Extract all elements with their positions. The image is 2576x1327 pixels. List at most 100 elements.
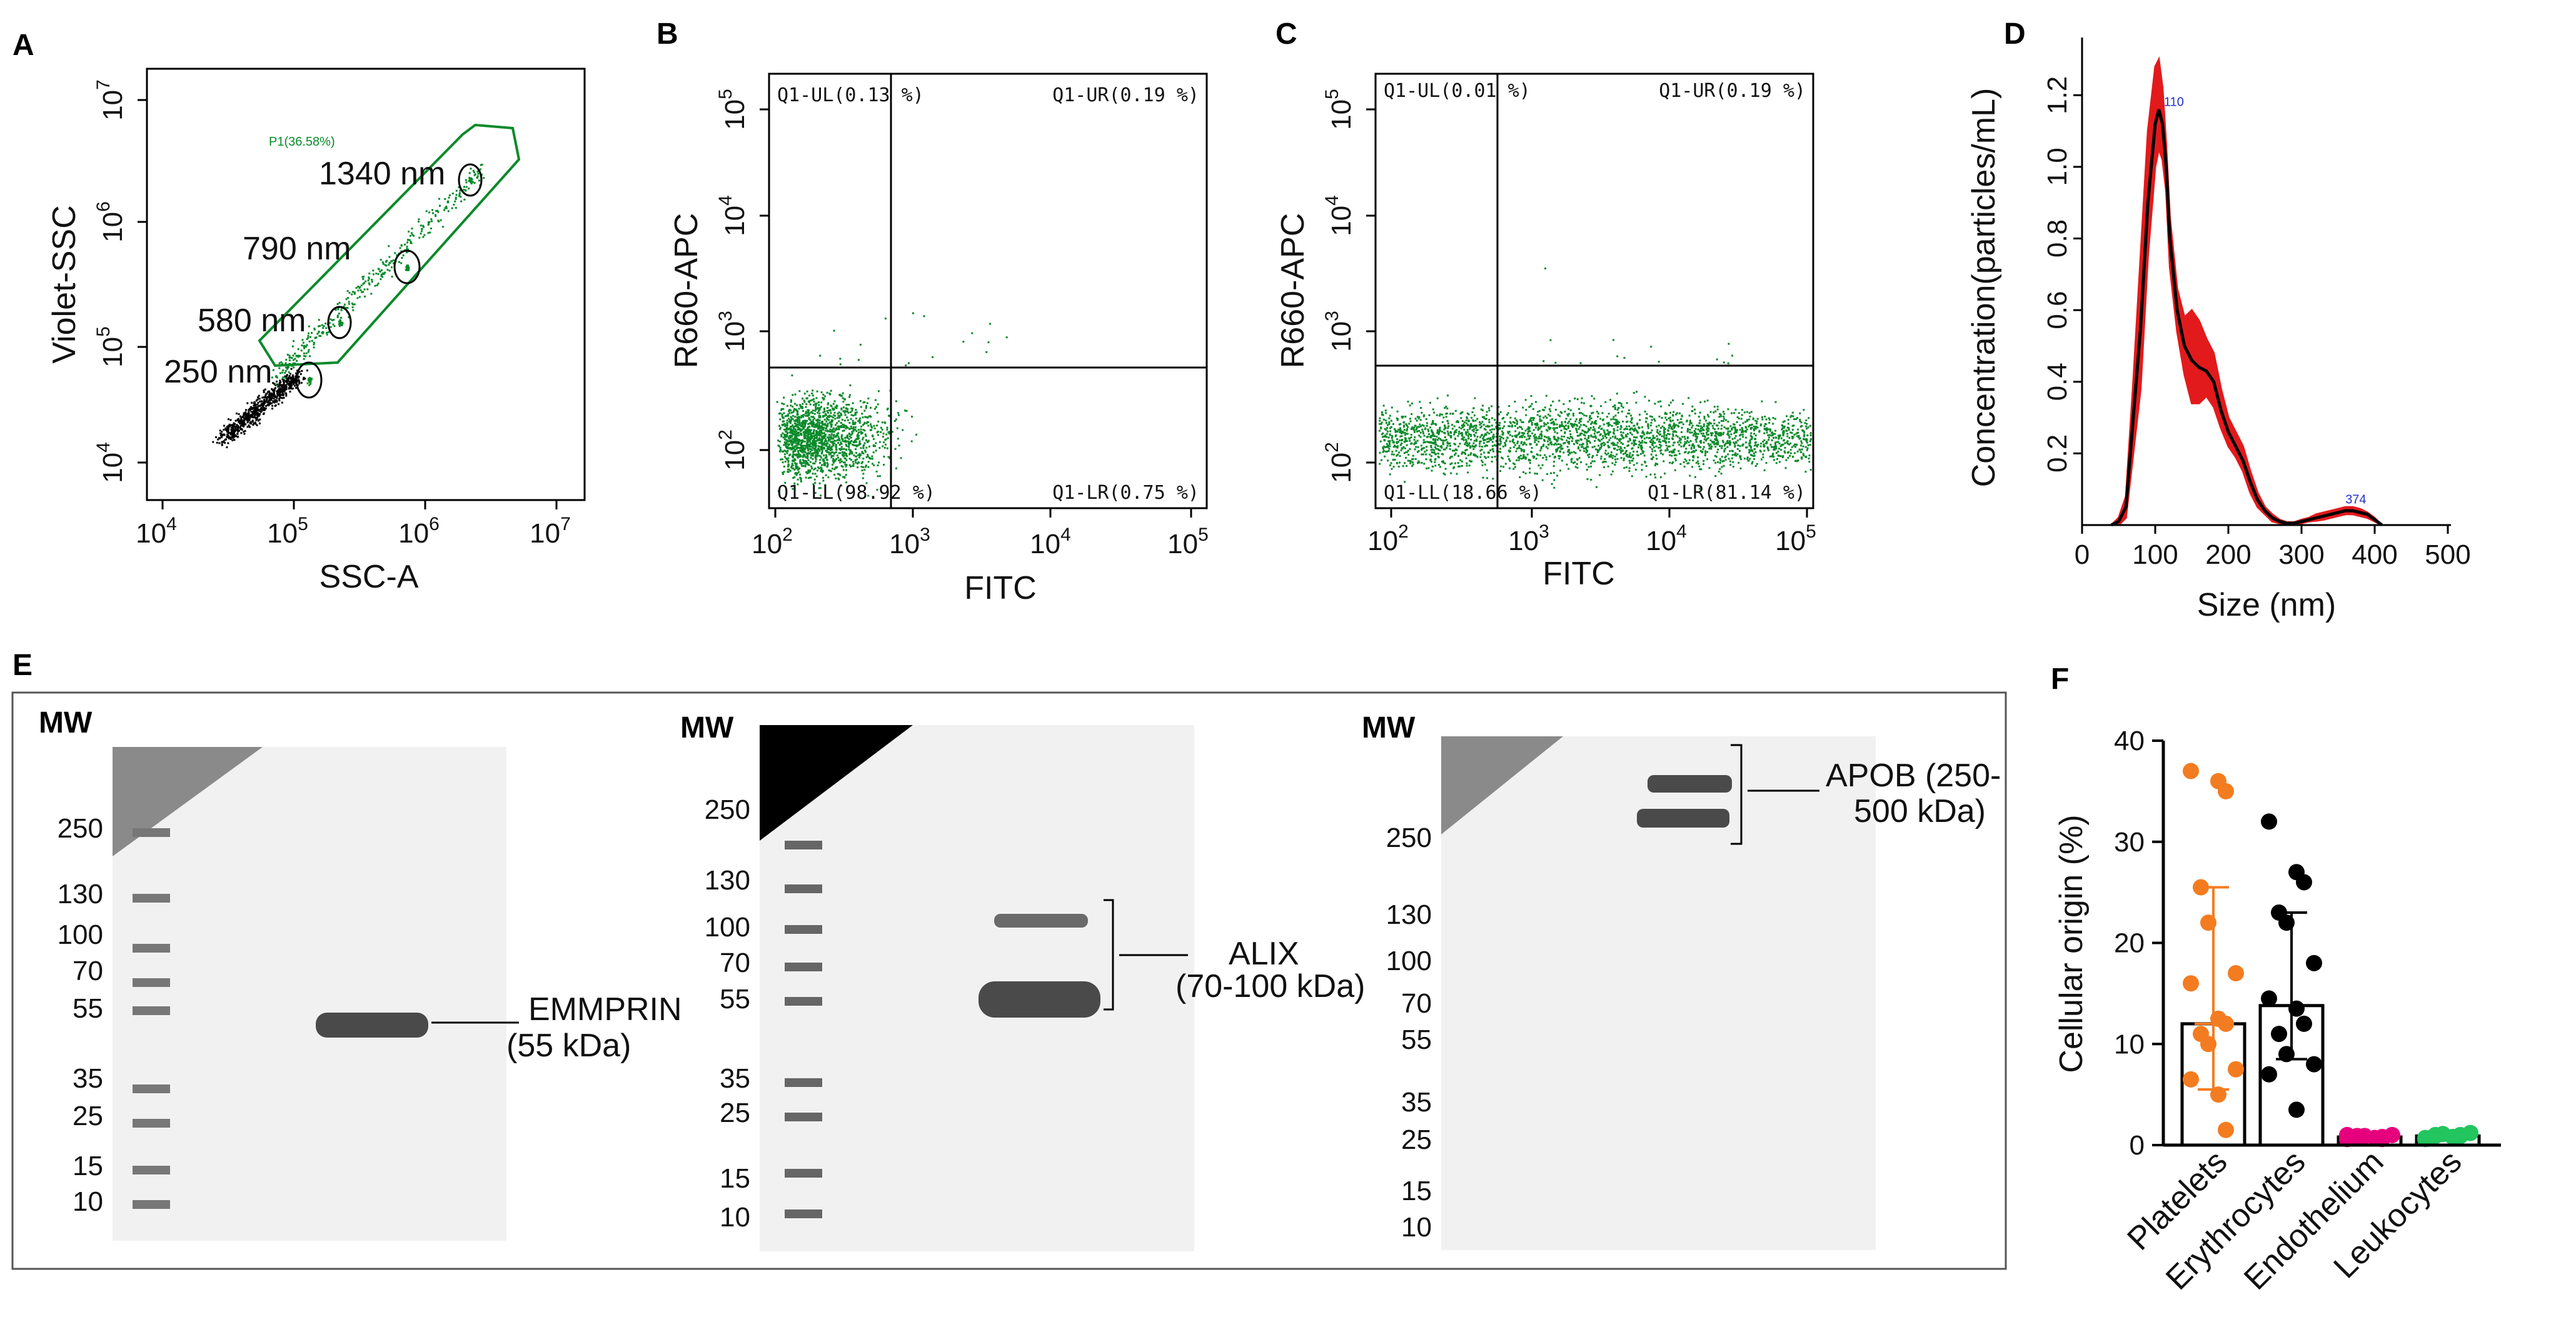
event-dot: [1543, 439, 1546, 441]
event-dot: [1725, 428, 1728, 430]
event-dot: [1502, 437, 1504, 439]
event-dot: [1457, 455, 1460, 457]
event-dot: [1602, 466, 1605, 468]
event-dot: [819, 462, 821, 464]
event-dot: [857, 435, 859, 438]
event-dot: [234, 429, 237, 432]
event-dot: [1800, 440, 1803, 443]
event-dot: [787, 471, 790, 473]
event-dot: [1484, 445, 1486, 448]
event-dot: [1579, 426, 1581, 428]
event-dot: [1722, 441, 1724, 443]
event-dot: [234, 423, 236, 425]
event-dot: [808, 418, 810, 420]
event-dot: [1545, 436, 1547, 439]
event-dot: [1628, 425, 1631, 428]
event-dot: [1547, 413, 1549, 416]
event-dot: [286, 379, 289, 382]
event-dot: [319, 325, 321, 328]
event-dot: [1802, 445, 1804, 448]
event-dot: [878, 461, 880, 464]
event-dot: [845, 449, 848, 451]
event-dot: [1434, 435, 1436, 438]
event-dot: [1410, 443, 1412, 445]
event-dot: [1437, 449, 1440, 451]
event-dot: [843, 457, 846, 459]
event-dot: [1663, 436, 1665, 438]
event-dot: [817, 448, 820, 450]
event-dot: [1695, 461, 1698, 464]
event-dot: [1590, 417, 1592, 419]
event-dot: [809, 399, 812, 402]
event-dot: [1505, 439, 1507, 441]
event-dot: [1713, 406, 1716, 408]
event-dot: [1522, 454, 1525, 456]
event-dot: [854, 426, 857, 429]
event-dot: [239, 428, 242, 431]
event-dot: [231, 426, 234, 429]
event-dot: [1781, 444, 1783, 446]
event-dot: [1403, 429, 1406, 431]
event-dot: [864, 449, 866, 452]
event-dot: [848, 448, 850, 451]
event-dot: [1569, 418, 1572, 421]
event-dot: [1786, 441, 1788, 444]
event-dot: [425, 210, 428, 213]
event-dot: [862, 438, 863, 441]
event-dot: [855, 445, 858, 448]
event-dot: [812, 394, 814, 397]
event-dot: [1470, 452, 1472, 454]
event-dot: [1566, 413, 1569, 416]
event-dot: [792, 424, 794, 426]
event-dot: [815, 437, 818, 439]
event-dot: [280, 384, 283, 387]
event-dot: [256, 414, 259, 417]
event-dot: [792, 418, 794, 420]
event-dot: [801, 428, 803, 431]
event-dot: [820, 429, 822, 431]
event-dot: [1457, 434, 1459, 437]
event-dot: [284, 385, 286, 388]
event-dot: [823, 432, 825, 434]
event-dot: [828, 448, 831, 451]
event-dot: [1809, 469, 1812, 471]
event-dot: [826, 407, 828, 409]
event-dot: [1412, 463, 1414, 466]
event-dot: [274, 387, 276, 389]
event-dot: [1562, 442, 1565, 444]
event-dot: [825, 420, 828, 423]
event-dot: [905, 410, 908, 412]
event-dot: [1751, 438, 1753, 440]
event-dot: [832, 427, 835, 429]
event-dot: [1734, 429, 1737, 432]
event-dot: [1549, 410, 1552, 413]
event-dot: [1537, 411, 1539, 413]
event-dot: [281, 393, 284, 395]
event-dot: [1426, 436, 1428, 438]
event-dot: [819, 431, 822, 434]
event-dot: [1716, 439, 1719, 442]
event-dot: [869, 458, 872, 460]
event-dot: [458, 186, 460, 189]
event-dot: [281, 401, 283, 404]
event-dot: [1547, 438, 1550, 440]
event-dot: [1671, 428, 1674, 430]
event-dot: [1633, 444, 1635, 446]
event-dot: [1672, 399, 1674, 401]
event-dot: [1688, 441, 1690, 444]
event-dot: [1573, 424, 1575, 427]
event-dot: [843, 419, 846, 422]
event-dot: [1562, 403, 1565, 405]
event-dot: [811, 467, 813, 469]
event-dot: [797, 472, 798, 474]
event-dot: [1645, 476, 1648, 478]
event-dot: [1652, 434, 1654, 437]
event-dot: [1726, 446, 1729, 448]
event-dot: [1538, 435, 1541, 438]
event-dot: [1607, 431, 1610, 433]
event-dot: [1660, 405, 1663, 408]
event-dot: [1724, 443, 1727, 444]
event-dot: [1671, 462, 1673, 464]
event-dot: [793, 408, 795, 410]
event-dot: [1446, 413, 1448, 414]
